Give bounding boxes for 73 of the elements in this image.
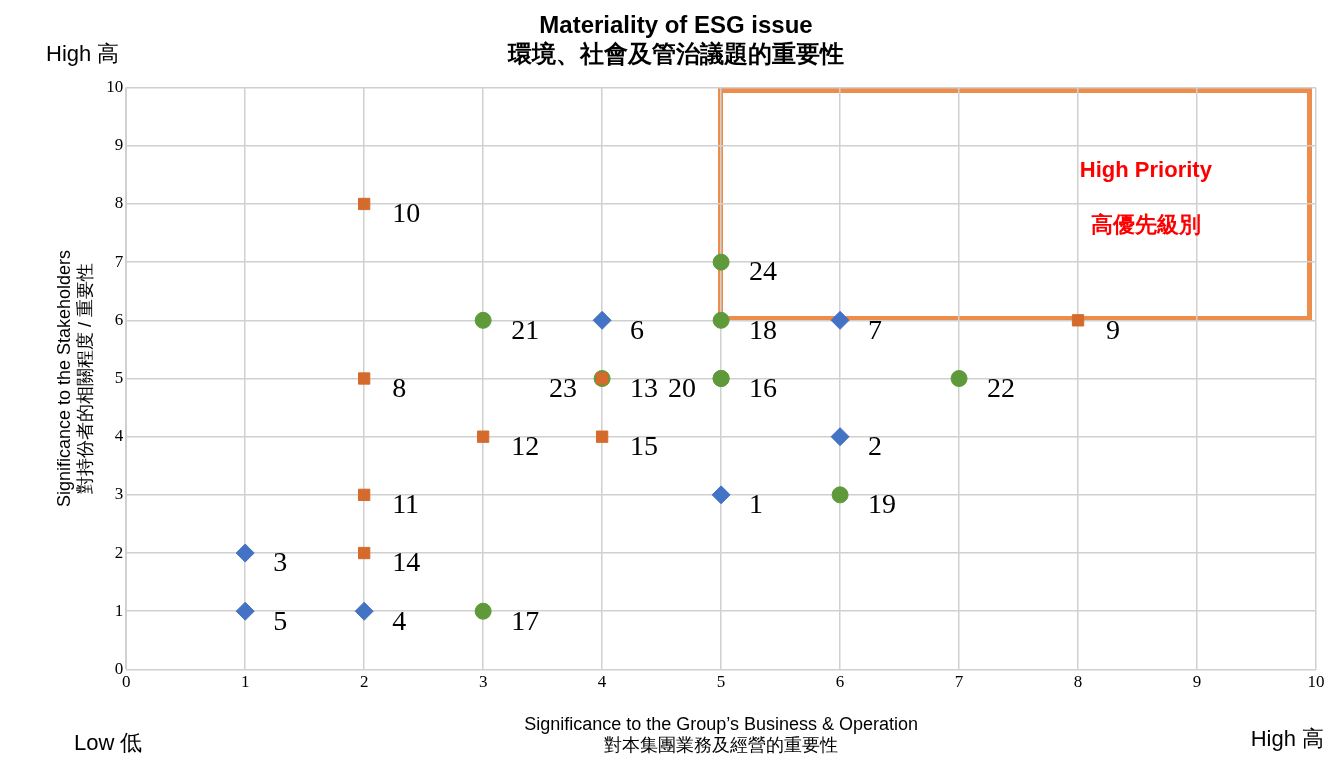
point (830, 310, 850, 330)
annotation: 19 (868, 488, 897, 520)
annotation: 7 (868, 313, 883, 345)
y-tick-label: 5 (114, 367, 124, 387)
x-tick-label: 6 (835, 672, 845, 692)
x-axis-title: Significance to the Group’s Business & Operation 對本集團業務及經營的重要性 (524, 713, 919, 756)
point (354, 601, 374, 621)
x-tick-label: 8 (1073, 672, 1083, 692)
annotation: 14 (392, 546, 421, 578)
point (831, 486, 849, 504)
x-tick-label: 5 (716, 672, 726, 692)
annotation: 9 (1106, 313, 1121, 345)
annotation: 5 (273, 604, 288, 636)
x-tick-label: 10 (1307, 672, 1325, 692)
point (595, 430, 609, 443)
annotation: 13 (630, 371, 659, 403)
point (712, 253, 730, 271)
chart-title: Materiality of ESG issue 環境、社會及管治議題的重要性 (507, 11, 844, 67)
y-tick-label: 10 (106, 77, 124, 97)
annotation: 18 (749, 313, 778, 345)
point (950, 370, 968, 387)
point (592, 310, 612, 330)
annotation: High Priority (1079, 156, 1213, 182)
y-tick-label: 9 (114, 135, 124, 155)
point (235, 601, 255, 621)
x-tick-label: 2 (359, 672, 369, 692)
annotation: 20 (668, 371, 697, 403)
text: High 高 (1250, 726, 1324, 752)
y-axis-title: Significance to the Stakeholders 對持份者的相關程度 / 重要性 (53, 249, 96, 508)
annotation: 15 (630, 430, 659, 462)
y-tick-label: 7 (114, 251, 124, 271)
text: Low 低 (74, 730, 143, 756)
annotation: 高優先級別 (1090, 211, 1201, 237)
annotation: 22 (987, 371, 1016, 403)
point (711, 485, 731, 505)
point (235, 543, 255, 563)
x-tick-label: 4 (597, 672, 607, 692)
annotation: 23 (549, 371, 578, 403)
point (474, 311, 492, 329)
annotation: 12 (511, 430, 540, 462)
annotation: 24 (749, 255, 778, 287)
point (358, 546, 371, 560)
annotation: 21 (511, 313, 540, 345)
annotation: 1 (749, 488, 764, 520)
annotation: 10 (392, 197, 421, 229)
y-tick-label: 1 (114, 600, 124, 620)
point (830, 427, 850, 447)
point (474, 602, 492, 620)
point (358, 197, 371, 211)
annotation: 3 (273, 546, 288, 578)
point (358, 488, 371, 502)
y-tick-label: 0 (114, 658, 124, 678)
annotation: 11 (392, 488, 420, 520)
point (358, 372, 371, 385)
x-tick-label: 7 (954, 672, 964, 692)
y-tick-label: 2 (114, 542, 124, 562)
annotation: 2 (868, 430, 883, 462)
annotation: 6 (630, 313, 645, 345)
x-tick-label: 9 (1192, 672, 1202, 692)
y-tick-label: 6 (114, 309, 124, 329)
y-tick-label: 4 (114, 426, 124, 446)
annotation: 4 (392, 604, 407, 636)
annotation: 8 (392, 371, 407, 403)
x-tick-label: 3 (478, 672, 488, 692)
point (1071, 314, 1085, 327)
text: High 高 (46, 41, 120, 67)
point (476, 430, 490, 443)
y-tick-label: 8 (114, 193, 124, 213)
y-tick-label: 3 (114, 484, 124, 504)
annotation: 16 (749, 371, 778, 403)
annotation: 17 (511, 604, 540, 636)
x-tick-label: 1 (240, 672, 250, 692)
point (712, 311, 730, 329)
